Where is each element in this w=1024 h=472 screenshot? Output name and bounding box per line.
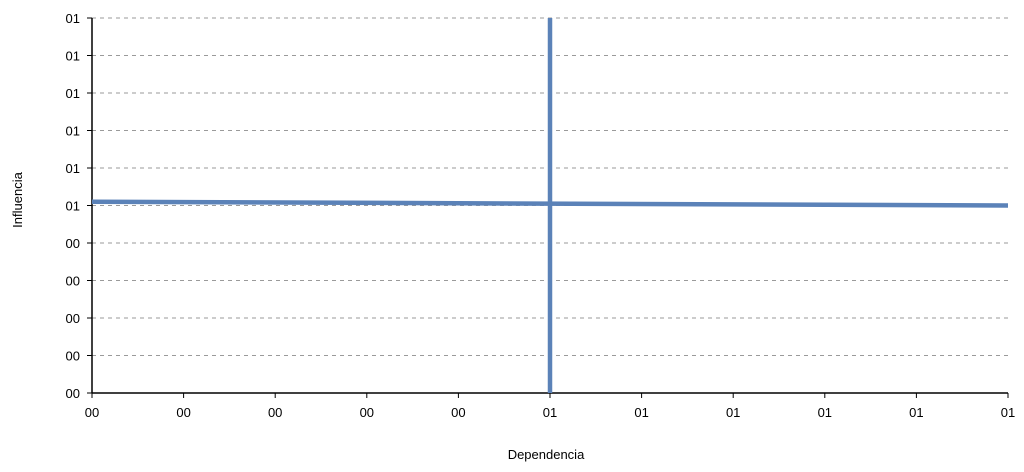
x-tick-label: 00: [360, 405, 374, 420]
tick-labels: 00 00 00 00 00 01 01 01 01 01 01 00 00 00 00 00 01 01 01 01…: [66, 11, 1016, 420]
x-tick-label: 00: [268, 405, 282, 420]
y-tick-label: 00: [66, 274, 80, 289]
y-tick-label: 00: [66, 386, 80, 401]
y-tick-label: 01: [66, 86, 80, 101]
y-tick-label: 00: [66, 349, 80, 364]
x-tick-label: 00: [85, 405, 99, 420]
y-tick-label: 01: [66, 124, 80, 139]
x-tick-label: 01: [634, 405, 648, 420]
series-lines: [91, 18, 1009, 393]
y-tick-label: 01: [66, 199, 80, 214]
x-tick-label: 00: [176, 405, 190, 420]
tick-marks: [87, 17, 1009, 398]
y-tick-label: 01: [66, 11, 80, 26]
x-tick-label: 01: [1001, 405, 1015, 420]
y-tick-label: 01: [66, 49, 80, 64]
x-tick-label: 01: [726, 405, 740, 420]
x-tick-label: 01: [909, 405, 923, 420]
y-tick-label: 01: [66, 161, 80, 176]
x-tick-label: 00: [451, 405, 465, 420]
y-axis-title: Influencia: [10, 171, 25, 227]
x-tick-label: 01: [543, 405, 557, 420]
x-tick-label: 01: [818, 405, 832, 420]
y-tick-label: 00: [66, 236, 80, 251]
y-tick-label: 00: [66, 311, 80, 326]
x-axis-title: Dependencia: [508, 447, 585, 462]
